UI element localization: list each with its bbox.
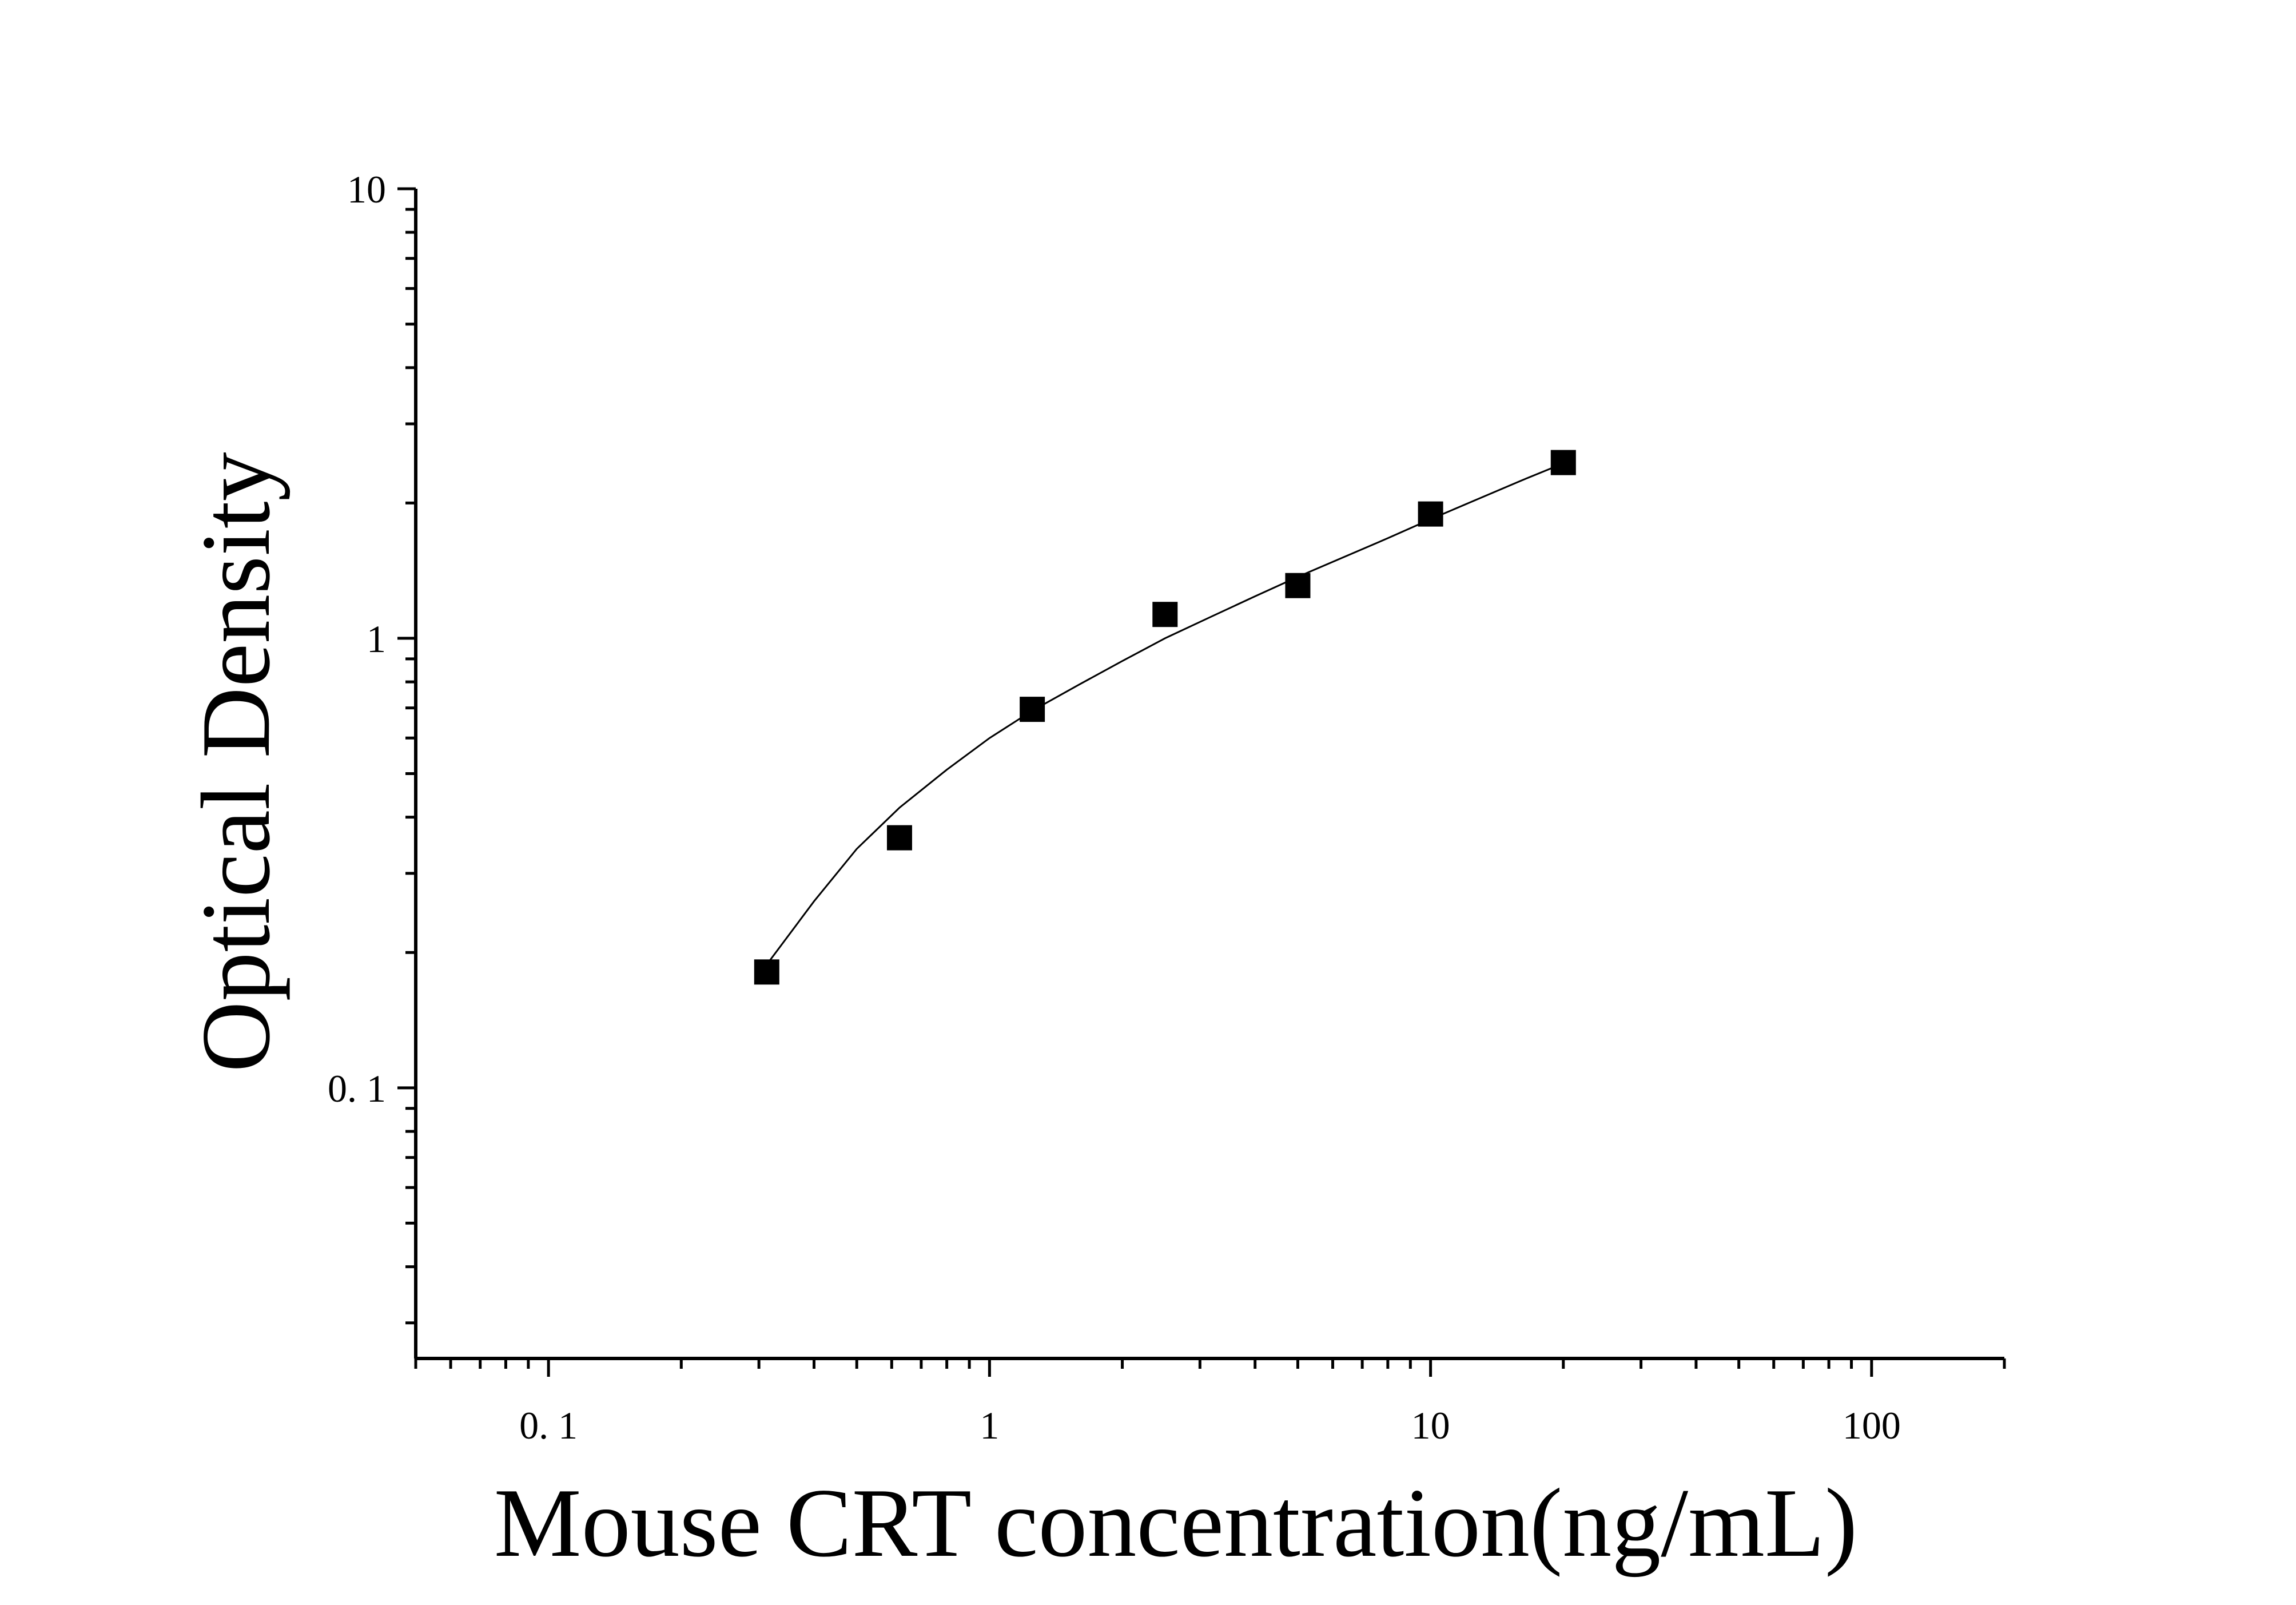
data-point [1550,450,1576,475]
x-tick-label: 0. 1 [519,1404,578,1447]
y-tick-label: 0. 1 [328,1067,386,1110]
data-point [1020,697,1045,722]
x-axis-title: Mouse CRT concentration(ng/mL) [494,1469,1857,1578]
data-point [886,825,912,851]
data-point [1418,501,1443,527]
tick-labels: 0. 1 1 10 100 0. 1 1 10 [328,168,1901,1447]
x-tick-label: 10 [1411,1404,1450,1447]
data-point [1285,573,1311,598]
fit-curve [766,462,1564,966]
x-tick-label: 1 [980,1404,999,1447]
data-point [1152,602,1178,627]
ticks [397,187,2006,1377]
y-tick-label: 1 [367,617,386,661]
axes [414,189,2004,1360]
data-point [754,959,779,985]
data-points [754,450,1576,985]
y-axis-title: Optical Density [182,452,291,1072]
y-tick-label: 10 [347,168,386,211]
x-tick-label: 100 [1843,1404,1901,1447]
